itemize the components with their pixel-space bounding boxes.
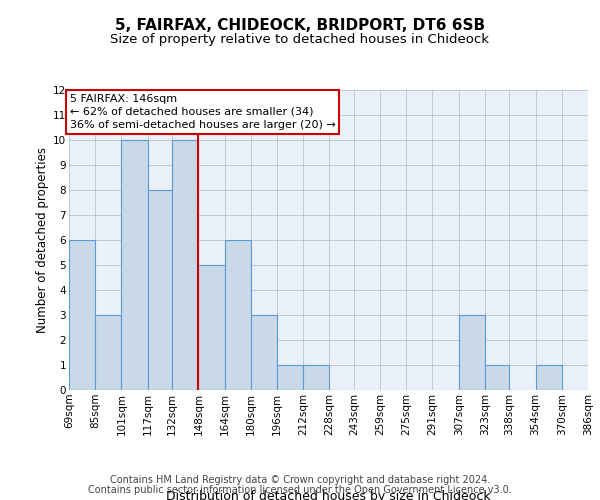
Bar — [224, 240, 251, 390]
Text: Contains HM Land Registry data © Crown copyright and database right 2024.: Contains HM Land Registry data © Crown c… — [110, 475, 490, 485]
Bar — [69, 240, 95, 390]
Y-axis label: Number of detached properties: Number of detached properties — [36, 147, 49, 333]
Bar — [303, 365, 329, 390]
X-axis label: Distribution of detached houses by size in Chideock: Distribution of detached houses by size … — [166, 490, 491, 500]
Text: Size of property relative to detached houses in Chideock: Size of property relative to detached ho… — [110, 32, 490, 46]
Bar — [251, 315, 277, 390]
Bar — [458, 315, 485, 390]
Text: 5, FAIRFAX, CHIDEOCK, BRIDPORT, DT6 6SB: 5, FAIRFAX, CHIDEOCK, BRIDPORT, DT6 6SB — [115, 18, 485, 32]
Bar — [172, 140, 199, 390]
Bar — [536, 365, 562, 390]
Bar — [277, 365, 303, 390]
Text: Contains public sector information licensed under the Open Government Licence v3: Contains public sector information licen… — [88, 485, 512, 495]
Bar — [148, 190, 172, 390]
Bar — [95, 315, 121, 390]
Bar — [121, 140, 148, 390]
Bar — [485, 365, 509, 390]
Text: 5 FAIRFAX: 146sqm
← 62% of detached houses are smaller (34)
36% of semi-detached: 5 FAIRFAX: 146sqm ← 62% of detached hous… — [70, 94, 335, 130]
Bar — [199, 265, 224, 390]
